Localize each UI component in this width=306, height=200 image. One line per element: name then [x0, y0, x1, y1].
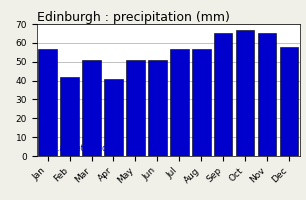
Bar: [236, 30, 254, 156]
Bar: [258, 33, 276, 156]
Bar: [104, 79, 123, 156]
Text: Edinburgh : precipitation (mm): Edinburgh : precipitation (mm): [37, 11, 230, 24]
Bar: [192, 49, 211, 156]
Bar: [214, 33, 233, 156]
Bar: [82, 60, 101, 156]
Bar: [170, 49, 188, 156]
Bar: [60, 77, 79, 156]
Bar: [280, 47, 298, 156]
Text: www.allmetsat.com: www.allmetsat.com: [39, 144, 114, 153]
Bar: [38, 49, 57, 156]
Bar: [148, 60, 167, 156]
Bar: [126, 60, 145, 156]
